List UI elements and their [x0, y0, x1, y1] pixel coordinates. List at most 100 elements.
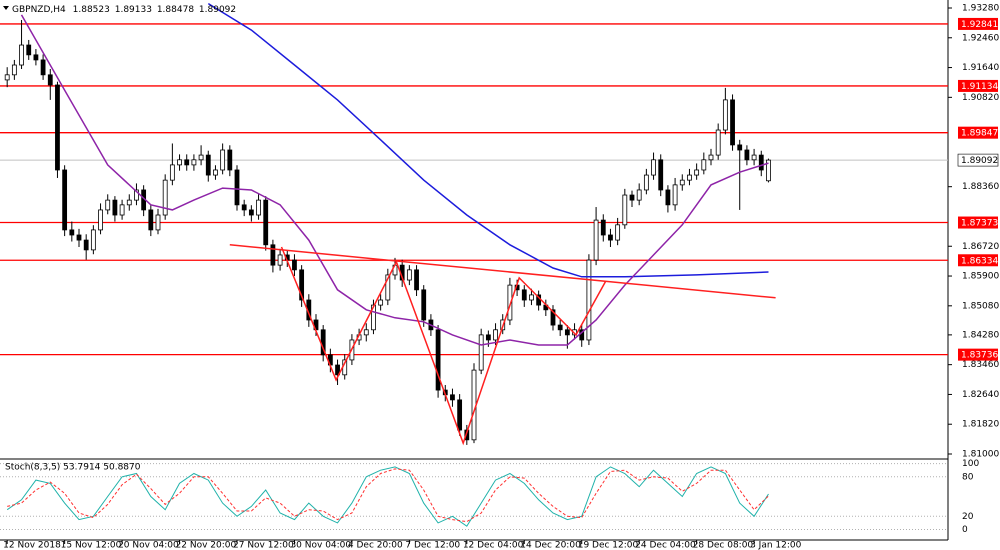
stoch-tick-label: 20: [962, 512, 974, 522]
candle-body: [335, 364, 340, 376]
candle-body: [694, 169, 700, 176]
x-tick-label: 12 Nov 2018: [3, 541, 61, 550]
level-label: 1.89847: [961, 129, 998, 139]
candle-body: [33, 54, 39, 61]
level-box: [958, 17, 998, 30]
stoch-line: [6, 466, 769, 527]
candle-body: [105, 199, 111, 211]
stoch-tick-label: 100: [962, 459, 979, 469]
last-price-box: [957, 153, 999, 167]
x-tick-label: 22 Nov 20:00: [176, 541, 237, 550]
last-price-label: 1.89092: [961, 156, 998, 166]
y-tick-label: 1.88360: [962, 182, 999, 192]
candle-body: [292, 259, 297, 271]
x-tick-label: 15 Nov 12:00: [61, 541, 122, 550]
candle-body: [378, 299, 384, 306]
candle-body: [112, 199, 118, 216]
y-tick-label: 1.92460: [962, 33, 999, 43]
candle-body: [737, 144, 743, 151]
y-tick-label: 1.82640: [962, 390, 999, 400]
low-value: 1.88478: [157, 5, 194, 15]
x-tick-label: 4 Dec 20:00: [348, 541, 403, 550]
x-tick-label: 24 Dec 04:00: [635, 541, 696, 550]
y-tick-label: 1.86720: [962, 242, 999, 252]
candle-body: [177, 159, 182, 166]
x-tick-label: 3 Jan 12:00: [750, 541, 802, 550]
candle-body: [227, 149, 233, 171]
candle-body: [90, 229, 96, 251]
candle-body: [47, 74, 53, 86]
candle-body: [629, 194, 635, 201]
candle-body: [205, 154, 211, 176]
y-tick-label: 1.81000: [962, 450, 999, 460]
candle-body: [256, 199, 261, 216]
candle-body: [4, 74, 10, 81]
candle-body: [421, 289, 427, 321]
candle-body: [119, 204, 125, 216]
x-tick-label: 14 Dec 20:00: [520, 541, 581, 550]
candle-body: [564, 329, 570, 336]
indicator-line: [280, 246, 607, 446]
candle-body: [672, 184, 678, 206]
y-tick-label: 1.91640: [962, 63, 999, 73]
x-tick-label: 7 Dec 12:00: [405, 541, 460, 550]
candle-body: [198, 154, 204, 161]
candle-body: [665, 189, 671, 206]
level-label: 1.91134: [961, 82, 998, 92]
candle-body: [26, 44, 32, 56]
x-tick-label: 27 Nov 12:00: [233, 541, 294, 550]
candle-body: [557, 324, 563, 331]
candle-body: [478, 334, 484, 371]
y-tick-label: 1.81820: [962, 420, 999, 430]
candle-body: [615, 224, 621, 241]
candle-body: [385, 274, 391, 301]
level-box: [958, 254, 998, 267]
menu-arrow[interactable]: [3, 6, 9, 10]
high-value: 1.89133: [115, 5, 152, 15]
candle-body: [69, 229, 75, 236]
y-tick-label: 1.85080: [962, 301, 999, 311]
candle-body: [507, 284, 513, 321]
x-tick-label: 19 Dec 12:00: [578, 541, 639, 550]
stoch-tick-label: 80: [962, 472, 974, 482]
candle-body: [687, 174, 692, 181]
x-tick-label: 28 Dec 08:00: [693, 541, 754, 550]
stoch-line: [7, 468, 769, 523]
candle-body: [679, 179, 685, 186]
candle-body: [493, 329, 498, 341]
candle-body: [234, 169, 240, 206]
y-tick-label: 1.93280: [962, 3, 999, 13]
candle-body: [169, 164, 175, 181]
candle-body: [83, 239, 89, 251]
candle-body: [636, 189, 642, 201]
x-tick-label: 12 Dec 04:00: [463, 541, 524, 550]
candle-body: [708, 154, 714, 161]
candle-body: [148, 209, 154, 231]
candle-body: [550, 309, 556, 326]
candle-body: [608, 234, 613, 241]
candle-body: [600, 219, 606, 236]
candle-body: [521, 289, 527, 301]
y-tick-label: 1.85900: [962, 272, 999, 282]
candle-body: [11, 64, 17, 76]
level-box: [958, 79, 998, 92]
header: GBPNZD,H4 1.88523 1.89133 1.88478 1.8909…: [12, 5, 236, 15]
candle-body: [414, 269, 419, 291]
candle-body: [450, 394, 455, 401]
candle-body: [651, 159, 656, 176]
level-label: 1.87373: [961, 219, 998, 229]
candle-body: [730, 99, 735, 146]
level-box: [958, 348, 998, 361]
candle-body: [191, 159, 197, 166]
candle-body: [586, 259, 592, 341]
candle-body: [263, 199, 269, 246]
candle-body: [622, 194, 628, 226]
level-label: 1.83736: [961, 351, 998, 361]
candle-body: [270, 244, 276, 266]
level-label: 1.92841: [961, 20, 998, 30]
indicator-line: [207, 2, 769, 278]
candle-body: [299, 269, 305, 301]
candle-body: [701, 159, 707, 171]
candle-body: [744, 149, 750, 161]
